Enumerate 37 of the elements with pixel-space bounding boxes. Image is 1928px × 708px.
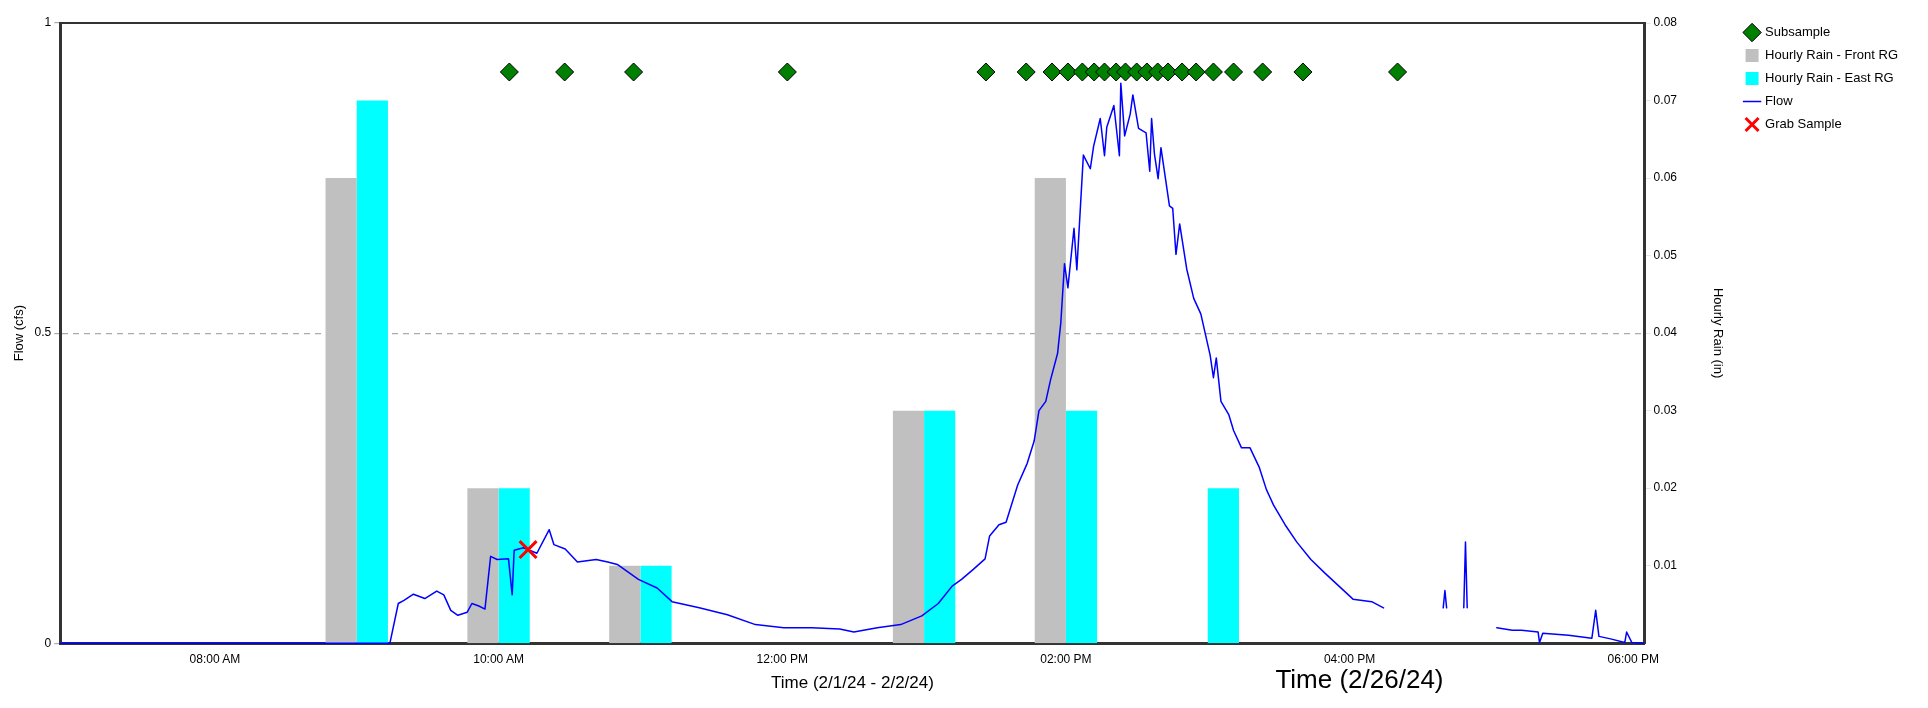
y2-tick-label: 0.05: [1653, 247, 1678, 262]
y2-axis-title: Hourly Rain (in): [1711, 287, 1727, 379]
bar: [325, 178, 357, 644]
y2-tick-label: 0.04: [1653, 325, 1678, 340]
x-tick-label: 12:00 PM: [756, 651, 808, 666]
y2-tick-label: 0.07: [1653, 92, 1678, 107]
bar: [609, 565, 641, 644]
x-tick-label: 10:00 AM: [473, 651, 524, 666]
bar: [924, 410, 956, 644]
bar: [1034, 178, 1066, 644]
y2-tick-label: 0.06: [1653, 170, 1678, 185]
legend-label: Flow: [1765, 93, 1794, 109]
bar: [640, 565, 672, 644]
x-tick-label: 02:00 PM: [1040, 651, 1092, 666]
x-tick-label: 06:00 PM: [1607, 651, 1659, 666]
y-tick-label: 0.5: [34, 325, 52, 340]
legend-label: Subsample: [1765, 24, 1831, 40]
y2-tick-label: 0.03: [1653, 402, 1678, 417]
legend-label: Hourly Rain - Front RG: [1765, 47, 1898, 63]
y2-tick-label: 0.08: [1653, 15, 1678, 30]
bar: [1065, 410, 1098, 644]
bar: [498, 488, 530, 644]
legend-label: Hourly Rain - East RG: [1765, 70, 1894, 86]
y2-tick-label: 0.01: [1653, 557, 1678, 572]
bar: [467, 488, 499, 644]
bar: [356, 100, 388, 644]
bar: [1207, 488, 1239, 644]
legend-label: Grab Sample: [1765, 116, 1842, 132]
x-axis-title: Time (2/1/24 - 2/2/24): [771, 673, 934, 693]
y-tick-label: 1: [44, 15, 52, 30]
y2-tick-label: 0.02: [1653, 480, 1678, 495]
x-tick-label: 08:00 AM: [189, 651, 241, 666]
text: Time (2/26/24): [1275, 664, 1444, 695]
y-tick-label: 0: [44, 635, 52, 650]
bar: [892, 410, 925, 644]
x-tick-label: 04:00 PM: [1323, 651, 1376, 666]
y-axis-title: Flow (cfs): [11, 304, 27, 362]
